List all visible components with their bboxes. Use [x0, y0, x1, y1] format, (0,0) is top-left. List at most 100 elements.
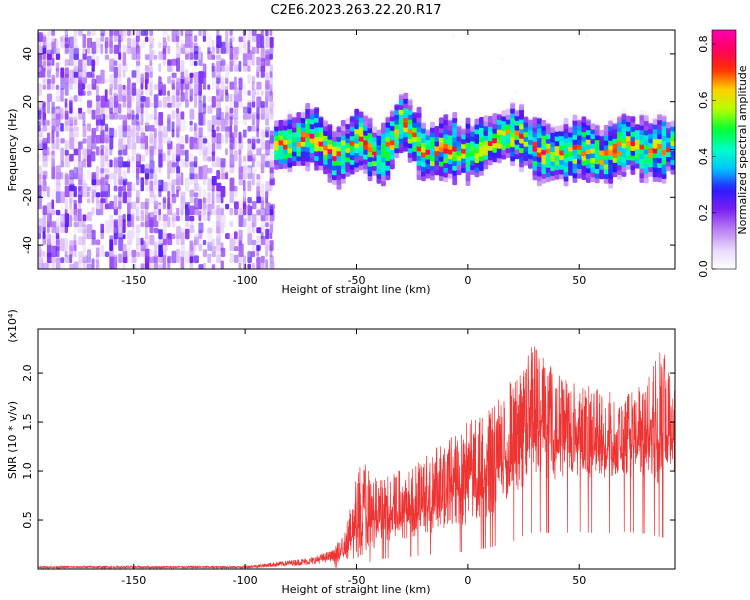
spectrogram-cell — [528, 129, 533, 136]
spectrogram-cell — [545, 175, 551, 183]
spectrogram-cell — [78, 236, 84, 246]
spectrogram-cell — [176, 30, 180, 42]
spectrogram-cell — [69, 59, 74, 66]
spectrogram-cell — [256, 235, 261, 246]
spectrogram-cell — [185, 30, 190, 36]
spectrogram-cell — [51, 150, 55, 156]
spectrogram-cell — [568, 145, 573, 152]
spectrogram-cell — [327, 138, 333, 145]
spectrogram-cell — [340, 124, 346, 131]
spectrogram-cell — [550, 160, 556, 167]
spectrogram-cell — [127, 230, 132, 240]
spectrogram-cell — [559, 130, 565, 137]
spectrogram-cell — [291, 155, 297, 162]
spectrogram-cell — [314, 130, 320, 138]
spectrogram-cell — [438, 127, 444, 134]
spectrogram-cell — [590, 171, 596, 178]
spectrogram-cell — [447, 162, 453, 169]
spectrogram-cell — [158, 42, 162, 48]
spectrogram-cell — [363, 163, 369, 170]
spectrogram-cell — [225, 171, 229, 180]
spectrogram-cell — [416, 130, 422, 137]
spectrogram-cell — [479, 155, 484, 162]
spectrogram-cell — [95, 207, 102, 216]
spectrogram-cell — [42, 118, 46, 126]
spectrogram-cell — [461, 171, 467, 178]
colorbar-tick-label: 0.4 — [697, 148, 710, 166]
spectrogram-cell — [220, 247, 226, 257]
spectrogram-cell — [617, 125, 622, 132]
spectrogram-cell — [73, 186, 77, 198]
spectrogram-cell — [403, 135, 409, 142]
spectrogram-cell — [554, 168, 560, 175]
spectrogram-cell — [140, 71, 146, 78]
spectrogram-cell — [185, 228, 190, 240]
spectrogram-cell — [541, 120, 547, 127]
spectrogram-cell — [46, 146, 50, 156]
spectrogram-cell — [189, 88, 194, 96]
spectrogram-y-tick-label: -20 — [21, 188, 34, 206]
spectrogram-cell — [256, 174, 261, 180]
spectrogram-cell — [581, 154, 587, 161]
spectrogram-cell — [60, 123, 64, 132]
spectrogram-cell — [167, 102, 172, 108]
spectrogram-cell — [492, 132, 498, 139]
spectrogram-cell — [109, 96, 113, 108]
spectrogram-cell — [367, 155, 373, 162]
spectrogram-cell — [568, 140, 573, 147]
spectrogram-cell — [193, 46, 199, 54]
spectrogram-cell — [572, 143, 578, 150]
spectrogram-cell — [131, 257, 137, 263]
spectrogram-cell — [314, 116, 320, 123]
spectrogram-cell — [483, 148, 489, 156]
spectrogram-cell — [256, 177, 261, 186]
spectrogram-cell — [430, 126, 435, 133]
spectrogram-cell — [95, 85, 99, 96]
spectrogram-cell — [545, 142, 551, 149]
spectrogram-cell — [185, 76, 189, 84]
spectrogram-cell — [372, 145, 377, 152]
spectrogram-cell — [590, 142, 596, 149]
colorbar-tick-label: 0.0 — [697, 260, 710, 278]
spectrogram-cell — [171, 193, 177, 204]
spectrogram-cell — [95, 47, 99, 54]
spectrogram-cell — [225, 105, 229, 114]
spectrogram-cell — [38, 244, 42, 258]
spectrogram-cell — [55, 217, 60, 228]
spectrogram-cell — [559, 144, 565, 151]
spectrogram-cell — [278, 153, 284, 160]
spectrogram-cell — [438, 155, 444, 162]
spectrogram-cell — [260, 101, 265, 108]
spectrogram-cell — [621, 113, 627, 120]
spectrogram-cell — [332, 173, 337, 181]
spectrogram-cell — [109, 201, 115, 210]
spectrogram-cell — [291, 126, 297, 133]
spectrogram-cell — [251, 95, 255, 102]
spectrogram-cell — [242, 54, 247, 60]
spectrogram-cell — [291, 150, 297, 157]
spectrogram-cell — [51, 57, 55, 66]
spectrogram-cell — [621, 137, 627, 144]
spectrogram-cell — [447, 129, 453, 136]
spectrogram-cell — [363, 110, 369, 117]
spectrogram-cell — [46, 202, 52, 216]
spectrogram-cell — [229, 114, 234, 120]
spectrogram-cell — [207, 253, 212, 263]
spectrogram-cell — [104, 114, 109, 120]
spectrogram-cell — [385, 154, 391, 162]
spectrogram-cell — [510, 97, 516, 105]
spectrogram-cell — [113, 157, 119, 168]
spectrogram-cell — [456, 164, 462, 171]
spectrogram-cell — [332, 130, 337, 138]
spectrogram-cell — [354, 161, 360, 168]
spectrogram-cell — [91, 151, 96, 162]
spectrogram-cell — [612, 132, 618, 139]
spectrogram-cell — [193, 93, 197, 108]
spectrogram-cell — [425, 124, 431, 131]
spectrogram-cell — [416, 154, 422, 161]
spectrogram-cell — [136, 70, 140, 84]
spectrogram-cell — [434, 154, 440, 161]
spectrogram-cell — [118, 253, 122, 264]
spectrogram-cell — [95, 247, 100, 258]
spectrogram-x-tick-label: 0 — [464, 274, 471, 287]
